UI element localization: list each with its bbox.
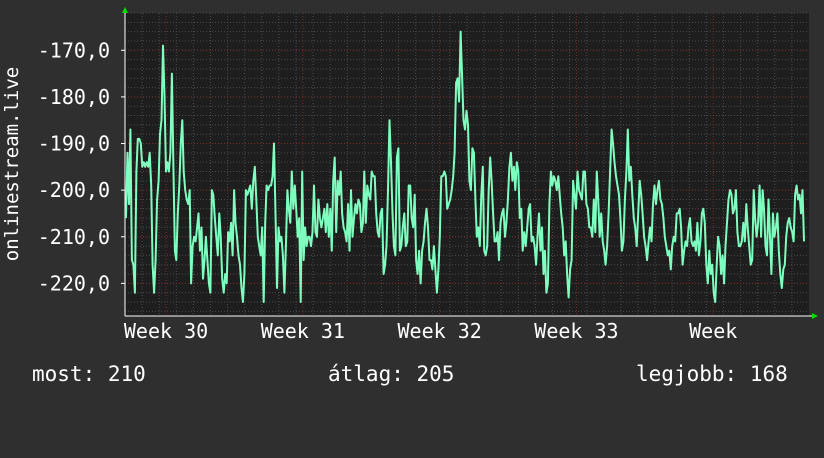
best-stat: legjobb: 168 [636, 362, 788, 386]
y-tick-label: -180,0 [38, 85, 110, 109]
best-value: 168 [749, 362, 788, 386]
stats-footer: most: 210 átlag: 205 legjobb: 168 [0, 362, 824, 392]
y-tick-label: -170,0 [38, 38, 110, 62]
y-tick-label: -200,0 [38, 178, 110, 202]
average-value: 205 [416, 362, 455, 386]
y-axis-title: onlinestream.live [1, 67, 23, 261]
y-tick-label: -220,0 [38, 271, 110, 295]
best-label: legjobb: [636, 362, 738, 386]
y-axis-arrow [122, 7, 128, 13]
x-tick-label: Week 30 [124, 319, 208, 343]
y-tick-label: -190,0 [38, 132, 110, 156]
x-axis-ticks: Week 30 Week 31 Week 32 Week 33 Week [124, 319, 737, 343]
average-stat: átlag: 205 [328, 362, 454, 386]
series-line [125, 30, 805, 303]
current-stat: most: 210 [32, 362, 146, 386]
y-axis-ticks: -170,0 -180,0 -190,0 -200,0 -210,0 -220,0 [38, 38, 125, 295]
x-tick-label: Week 33 [534, 319, 618, 343]
x-tick-label: Week 31 [261, 319, 345, 343]
average-label: átlag: [328, 362, 404, 386]
current-value: 210 [107, 362, 146, 386]
x-axis-arrow [812, 313, 818, 319]
x-tick-label: Week [689, 319, 737, 343]
line-chart: -170,0 -180,0 -190,0 -200,0 -210,0 -220,0 Wee… [1, 7, 818, 343]
y-tick-label: -210,0 [38, 225, 110, 249]
current-label: most: [32, 362, 96, 386]
x-tick-label: Week 32 [397, 319, 481, 343]
